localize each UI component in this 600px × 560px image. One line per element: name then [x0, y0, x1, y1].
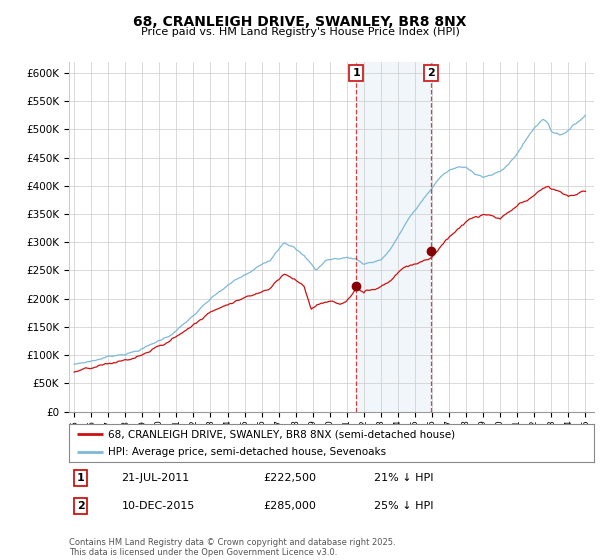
Text: 1: 1: [352, 68, 360, 78]
Text: 10-DEC-2015: 10-DEC-2015: [121, 501, 195, 511]
Text: Contains HM Land Registry data © Crown copyright and database right 2025.
This d: Contains HM Land Registry data © Crown c…: [69, 538, 395, 557]
Text: 68, CRANLEIGH DRIVE, SWANLEY, BR8 8NX (semi-detached house): 68, CRANLEIGH DRIVE, SWANLEY, BR8 8NX (s…: [109, 429, 455, 439]
Text: 2: 2: [427, 68, 435, 78]
Text: 25% ↓ HPI: 25% ↓ HPI: [373, 501, 433, 511]
Text: 1: 1: [77, 473, 85, 483]
Text: 21-JUL-2011: 21-JUL-2011: [121, 473, 190, 483]
Text: 2: 2: [77, 501, 85, 511]
Text: Price paid vs. HM Land Registry's House Price Index (HPI): Price paid vs. HM Land Registry's House …: [140, 27, 460, 37]
Bar: [356, 62, 431, 412]
Text: £222,500: £222,500: [263, 473, 316, 483]
Text: 21% ↓ HPI: 21% ↓ HPI: [373, 473, 433, 483]
Text: HPI: Average price, semi-detached house, Sevenoaks: HPI: Average price, semi-detached house,…: [109, 447, 386, 457]
Text: 68, CRANLEIGH DRIVE, SWANLEY, BR8 8NX: 68, CRANLEIGH DRIVE, SWANLEY, BR8 8NX: [133, 15, 467, 29]
Text: £285,000: £285,000: [263, 501, 316, 511]
